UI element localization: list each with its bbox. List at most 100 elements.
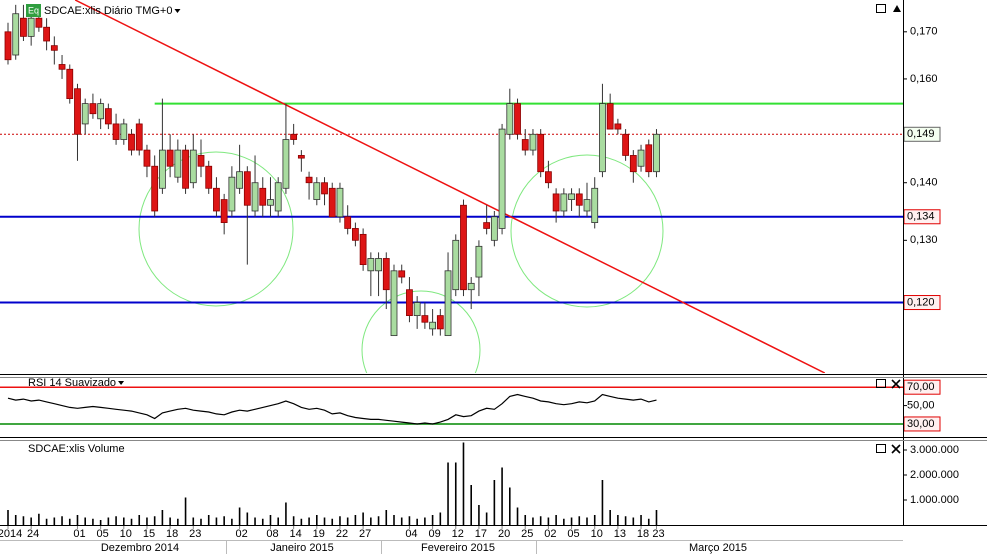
candle-body bbox=[220, 199, 228, 223]
candle-body bbox=[537, 133, 545, 173]
candle-body bbox=[599, 103, 606, 173]
month-label: Fevereiro 2015 bbox=[421, 542, 495, 554]
candle-body bbox=[413, 302, 421, 316]
candle-body bbox=[182, 149, 189, 189]
candle-body bbox=[251, 182, 259, 212]
candle-body bbox=[653, 133, 660, 173]
scroll-icon[interactable] bbox=[893, 5, 901, 12]
candle-body bbox=[120, 123, 128, 140]
candle-body bbox=[112, 123, 120, 140]
x-tick-label: 23 bbox=[652, 528, 664, 540]
close-icon[interactable] bbox=[891, 444, 901, 454]
candle-body bbox=[421, 315, 429, 323]
x-tick-label: 13 bbox=[614, 528, 626, 540]
drawn-circle bbox=[510, 154, 664, 308]
drawn-circle bbox=[138, 151, 294, 307]
maximize-icon[interactable] bbox=[876, 444, 886, 453]
candle-body bbox=[568, 193, 575, 200]
candle-body bbox=[475, 245, 483, 278]
close-icon[interactable] bbox=[891, 379, 901, 389]
candle-body bbox=[58, 64, 66, 70]
candle-body bbox=[483, 222, 491, 229]
candle-body bbox=[274, 182, 282, 212]
x-tick-label: 09 bbox=[428, 528, 440, 540]
x-tick-label: 27 bbox=[359, 528, 371, 540]
candle-body bbox=[313, 182, 321, 200]
candle-body bbox=[560, 193, 568, 212]
candle-body bbox=[436, 315, 444, 330]
candle-body bbox=[321, 182, 328, 195]
candle-body bbox=[135, 123, 143, 151]
candle-body bbox=[151, 165, 159, 212]
x-tick-label: 17 bbox=[475, 528, 487, 540]
candle-body bbox=[344, 216, 352, 229]
candle-body bbox=[637, 149, 645, 167]
x-tick-label: 20 bbox=[498, 528, 510, 540]
month-label: Dezembro 2014 bbox=[101, 542, 179, 554]
y-tick-label: 0,160 bbox=[910, 73, 938, 85]
candle-body bbox=[236, 171, 244, 189]
x-tick-label: 15 bbox=[143, 528, 155, 540]
x-tick-label: 05 bbox=[97, 528, 109, 540]
x-tick-label: 02 bbox=[544, 528, 556, 540]
x-tick-label: 12 bbox=[452, 528, 464, 540]
x-tick-label: 18 bbox=[637, 528, 649, 540]
candle-body bbox=[390, 270, 398, 337]
candle-body bbox=[398, 270, 406, 278]
month-label: Janeiro 2015 bbox=[270, 542, 334, 554]
x-tick-label: 24 bbox=[27, 528, 39, 540]
candle-body bbox=[514, 103, 521, 135]
candle-body bbox=[452, 239, 460, 291]
maximize-icon[interactable] bbox=[876, 4, 886, 13]
candle-body bbox=[12, 13, 20, 56]
candle-body bbox=[614, 123, 622, 130]
panel-title: RSI 14 Suavizado bbox=[28, 377, 116, 389]
candle-body bbox=[43, 26, 50, 42]
x-tick-label: 05 bbox=[567, 528, 579, 540]
candle-body bbox=[367, 258, 375, 272]
candle-body bbox=[27, 17, 35, 37]
price-box-label: 0,120 bbox=[907, 296, 935, 308]
candle-body bbox=[197, 155, 205, 167]
candle-body bbox=[467, 282, 475, 291]
candle-body bbox=[498, 128, 506, 229]
y-tick-label: 70,00 bbox=[907, 381, 935, 393]
candle-body bbox=[506, 103, 514, 135]
x-tick-label: 19 bbox=[313, 528, 325, 540]
candle-body bbox=[606, 103, 614, 130]
candle-body bbox=[552, 193, 560, 212]
candle-body bbox=[529, 133, 537, 151]
trendline bbox=[74, 0, 826, 373]
candle-body bbox=[20, 17, 27, 37]
candle-body bbox=[259, 187, 267, 206]
candle-body bbox=[622, 133, 629, 156]
candle-body bbox=[174, 149, 182, 178]
y-tick-label: 0,170 bbox=[910, 26, 938, 38]
price-box-label: 0,149 bbox=[907, 128, 935, 140]
candle-body bbox=[97, 103, 105, 120]
y-tick-label: 50,00 bbox=[907, 399, 935, 411]
x-tick-label: 02 bbox=[235, 528, 247, 540]
candle-body bbox=[328, 187, 336, 218]
y-tick-label: 2.000.000 bbox=[910, 469, 959, 481]
x-tick-label: 08 bbox=[266, 528, 278, 540]
candle-body bbox=[382, 258, 390, 291]
drawn-circle bbox=[361, 290, 481, 373]
candle-body bbox=[189, 149, 197, 184]
panel-title: SDCAE:xlis Diário TMG+0 bbox=[44, 5, 172, 17]
panel-title: SDCAE:xlis Volume bbox=[28, 443, 125, 455]
candle-body bbox=[575, 193, 583, 206]
candle-body bbox=[336, 187, 344, 218]
x-tick-label: 22 bbox=[336, 528, 348, 540]
candle-body bbox=[74, 88, 81, 135]
maximize-icon[interactable] bbox=[876, 379, 886, 388]
candle-body bbox=[444, 270, 452, 337]
candle-body bbox=[81, 103, 89, 125]
candle-body bbox=[305, 176, 313, 184]
dropdown-icon bbox=[118, 381, 125, 385]
candle-body bbox=[460, 204, 467, 291]
price-box-label: 0,134 bbox=[907, 211, 935, 223]
candle-body bbox=[629, 155, 637, 173]
